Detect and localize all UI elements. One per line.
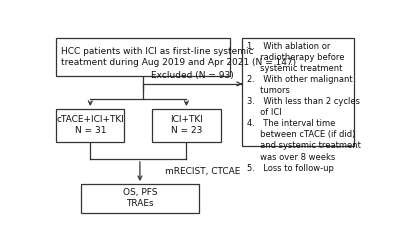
Text: ICI+TKI
N = 23: ICI+TKI N = 23	[170, 115, 203, 135]
Bar	[81, 184, 199, 213]
Bar	[152, 109, 220, 142]
Text: Excluded (N = 93): Excluded (N = 93)	[151, 71, 234, 80]
Bar	[56, 109, 124, 142]
Bar	[56, 38, 230, 76]
Text: cTACE+ICI+TKI
N = 31: cTACE+ICI+TKI N = 31	[56, 115, 124, 135]
Text: 1. With ablation or
     radiotherapy before
     systemic treatment
2. With oth: 1. With ablation or radiotherapy before …	[247, 42, 361, 173]
Text: HCC patients with ICI as first-line systemic
treatment during Aug 2019 and Apr 2: HCC patients with ICI as first-line syst…	[61, 47, 296, 67]
Text: OS, PFS
TRAEs: OS, PFS TRAEs	[123, 188, 157, 208]
Bar	[242, 38, 354, 146]
Text: mRECIST, CTCAE: mRECIST, CTCAE	[165, 167, 240, 176]
